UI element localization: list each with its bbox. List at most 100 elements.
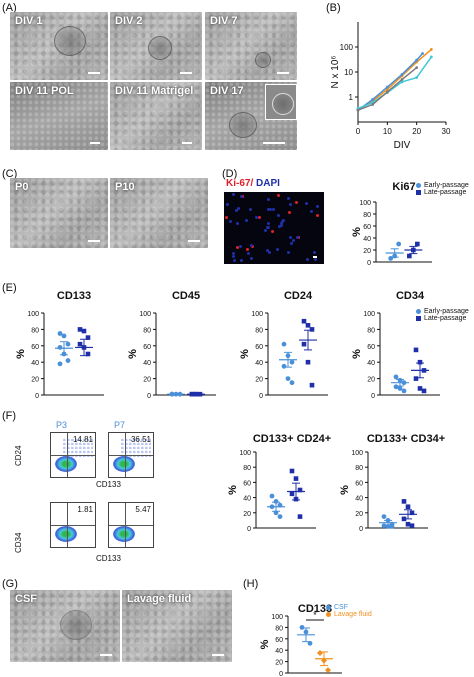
y-tick-label: 20 (355, 511, 363, 518)
fluorescent-nucleus (310, 209, 314, 213)
y-tick-label: 100 (363, 311, 375, 318)
fluorescent-nucleus (276, 214, 280, 218)
fluorescent-nucleus (231, 193, 235, 197)
data-point (65, 358, 71, 363)
flow-xlabel-cd133: CD133 (96, 480, 121, 489)
data-point (400, 73, 404, 76)
y-axis-label: % (239, 349, 251, 359)
y-tick-label: 0 (367, 260, 371, 267)
legend-e: Early-passage Late-passage (416, 308, 469, 322)
micrograph-p10: P10 (110, 178, 208, 248)
y-axis-label: % (127, 349, 139, 359)
y-tick-label: 80 (243, 465, 251, 472)
y-tick-label: 100 (359, 200, 371, 207)
data-point (413, 347, 419, 353)
fluorescent-nucleus (267, 198, 271, 202)
y-tick-label: 80 (143, 327, 151, 334)
quadrant-value: 36.51 (130, 435, 151, 444)
y-axis-label: % (351, 227, 363, 237)
fluorescent-nucleus (306, 257, 310, 261)
fluorescent-nucleus (267, 221, 271, 225)
y-tick-label: 100 (139, 311, 151, 318)
panel-label-a: (A) (2, 2, 17, 14)
data-point (396, 241, 402, 247)
data-point (77, 341, 83, 347)
data-point (409, 510, 415, 516)
data-point (401, 388, 407, 394)
data-point (293, 476, 299, 481)
y-tick-label: 100 (340, 43, 354, 52)
y-tick-label: 60 (363, 224, 371, 231)
fluorescent-nucleus (228, 220, 232, 224)
fluorescent-nucleus (255, 216, 259, 220)
data-point (429, 55, 433, 59)
y-tick-label: 0 (35, 393, 39, 400)
y-tick-label: 100 (27, 311, 39, 318)
flow-plot-cd24-p7: 36.51 (108, 432, 154, 478)
scale-bar (180, 72, 192, 74)
legend-h: CSF Lavage fluid (326, 604, 372, 618)
y-tick-label: 20 (255, 377, 263, 384)
fluorescent-nucleus (271, 207, 275, 211)
y-tick-label: 20 (275, 660, 283, 667)
y-tick-label: 1 (349, 93, 354, 102)
fluorescent-nucleus (237, 207, 241, 211)
chart-title: CD133 (57, 290, 91, 302)
scale-bar (188, 240, 200, 242)
fluorescent-nucleus (240, 194, 244, 198)
micrograph-div17: DIV 17 (205, 82, 297, 150)
data-point (285, 376, 291, 381)
data-point (421, 388, 427, 394)
series-line (357, 56, 432, 110)
fluorescent-nucleus (231, 254, 235, 258)
fluorescent-nucleus (244, 218, 248, 222)
data-point (415, 66, 419, 69)
quadrant-value: 5.47 (135, 505, 151, 514)
chart-title: CD24 (284, 290, 313, 302)
data-point (415, 76, 419, 79)
data-point (77, 327, 83, 332)
y-tick-label: 0 (371, 393, 375, 400)
scale-bar (100, 654, 112, 656)
x-tick-label: 30 (442, 127, 451, 136)
fluorescent-nucleus (264, 229, 268, 233)
data-point (415, 241, 420, 247)
significance-marker: * (313, 610, 317, 620)
fluorescent-nucleus (249, 257, 253, 261)
flow-ylabel-cd34: CD34 (14, 532, 23, 553)
series-line (357, 52, 424, 111)
fluorescent-nucleus (231, 251, 235, 255)
chart-e-cd45: CD45 0 20 40 60 80 100% (127, 290, 216, 400)
micrograph-label: DIV 7 (210, 15, 238, 27)
data-point (385, 88, 389, 91)
fluorescent-nucleus (240, 259, 244, 263)
fluorescent-nucleus (281, 219, 285, 223)
flow-plot-cd34-p7: 5.47 (108, 502, 154, 548)
micrograph-label: P10 (115, 181, 135, 193)
y-tick-label: 100 (351, 450, 363, 457)
fluorescent-nucleus (314, 257, 318, 261)
fluorescent-nucleus (246, 248, 250, 252)
data-point (301, 318, 307, 324)
fluorescent-nucleus (289, 242, 293, 246)
data-point (305, 359, 311, 365)
quadrant-value: 14.81 (72, 435, 93, 444)
fluorescent-nucleus (295, 200, 299, 204)
fluorescent-nucleus (271, 230, 275, 234)
y-tick-label: 0 (147, 393, 151, 400)
data-point (61, 333, 67, 339)
chart-h-cd133: CD133 0 20 40 60 80 100% * (259, 603, 342, 677)
ki67-label: Ki-67/ (226, 178, 254, 189)
chart-d-ki67: Ki67 0 20 40 60 80 100% (351, 181, 432, 267)
data-point (57, 331, 63, 336)
fluorescent-nucleus (275, 248, 279, 252)
y-tick-label: 100 (239, 450, 251, 457)
data-point (289, 359, 295, 365)
data-point (301, 341, 307, 347)
fluorescent-nucleus (280, 223, 284, 227)
y-tick-label: 80 (355, 465, 363, 472)
panel-label-e: (E) (2, 282, 17, 294)
data-point (381, 523, 387, 529)
fluorescent-nucleus (267, 251, 271, 255)
data-point (305, 323, 311, 328)
